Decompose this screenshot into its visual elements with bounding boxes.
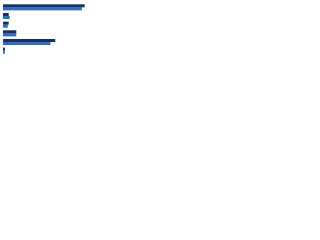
bar (3, 12, 9, 16)
bar (3, 38, 56, 42)
bar (3, 16, 10, 20)
bar (3, 33, 17, 37)
bar (3, 42, 51, 46)
bar (3, 30, 17, 34)
chart (3, 4, 85, 54)
bar (3, 50, 5, 54)
bar (3, 47, 5, 51)
bar (3, 4, 85, 8)
bar (3, 24, 8, 28)
bar (3, 21, 9, 25)
bar (3, 7, 82, 11)
